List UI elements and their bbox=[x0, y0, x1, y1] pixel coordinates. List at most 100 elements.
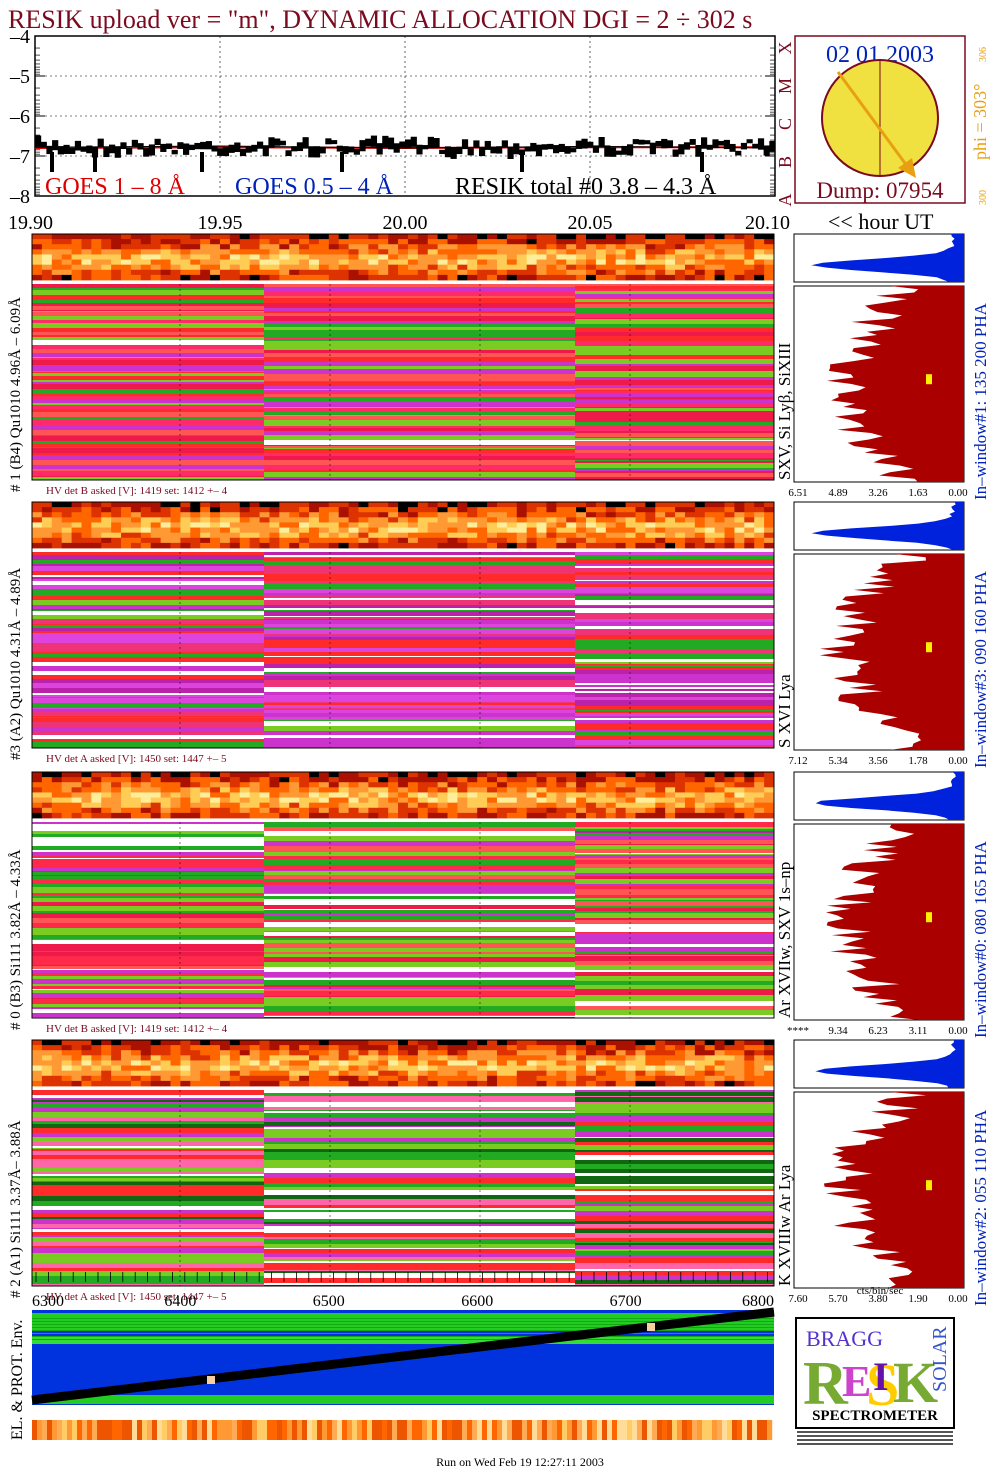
heat-cell bbox=[279, 234, 290, 240]
heat-cell bbox=[249, 797, 260, 804]
heat-cell bbox=[744, 782, 755, 788]
heat-cell bbox=[318, 517, 330, 523]
stripe bbox=[575, 575, 774, 580]
heat-cell bbox=[566, 507, 577, 513]
heat-cell bbox=[180, 249, 191, 255]
heat-cell bbox=[734, 787, 745, 793]
heat-cell bbox=[388, 1050, 399, 1056]
env-strip-cell bbox=[467, 1420, 473, 1440]
heat-cell bbox=[665, 512, 676, 518]
heat-cell bbox=[734, 527, 745, 534]
env-strip-cell bbox=[542, 1420, 548, 1440]
heat-cell bbox=[249, 502, 260, 508]
heat-cell bbox=[210, 1055, 221, 1061]
heat-cell bbox=[714, 239, 725, 245]
stripe bbox=[32, 1164, 264, 1168]
heat-cell bbox=[675, 772, 686, 778]
heat-cell bbox=[655, 1075, 666, 1082]
stripe bbox=[575, 649, 774, 654]
stripe bbox=[264, 685, 575, 687]
heat-cell bbox=[368, 507, 379, 513]
heat-cell bbox=[210, 259, 221, 266]
heat-cell bbox=[506, 502, 518, 508]
heat-cell bbox=[714, 532, 725, 539]
heat-cell bbox=[259, 812, 270, 819]
stripe bbox=[264, 575, 575, 579]
stripe bbox=[264, 710, 575, 713]
heat-cell bbox=[170, 269, 181, 276]
heat-cell bbox=[576, 797, 587, 804]
stripe bbox=[264, 920, 575, 922]
heat-cell bbox=[625, 254, 636, 260]
resik-spike bbox=[200, 152, 204, 172]
stripe bbox=[32, 1099, 264, 1100]
heat-cell bbox=[506, 522, 518, 528]
env-strip-cell bbox=[677, 1420, 683, 1440]
stripe bbox=[264, 940, 575, 943]
heat-cell bbox=[140, 812, 152, 819]
heat-cell bbox=[348, 787, 359, 793]
heat-cell bbox=[170, 1065, 181, 1072]
heat-cell bbox=[81, 274, 92, 281]
stripe bbox=[264, 1015, 575, 1016]
stripe bbox=[264, 865, 575, 870]
stripe bbox=[264, 619, 575, 620]
heat-cell bbox=[378, 269, 389, 276]
heat-cell bbox=[249, 522, 260, 528]
heat-cell bbox=[487, 1070, 498, 1077]
heat-cell bbox=[358, 249, 369, 255]
heat-cell bbox=[417, 532, 429, 539]
heat-cell bbox=[200, 772, 211, 778]
heat-cell bbox=[655, 259, 666, 266]
heat-cell bbox=[378, 517, 389, 523]
stripe bbox=[575, 385, 774, 386]
heat-cell bbox=[417, 522, 429, 528]
heat-cell bbox=[130, 532, 142, 539]
stripe bbox=[32, 436, 264, 441]
heat-cell bbox=[407, 1045, 419, 1051]
heat-cell bbox=[358, 517, 369, 523]
heat-cell bbox=[289, 777, 300, 783]
stripe bbox=[32, 739, 264, 741]
heat-cell bbox=[605, 792, 617, 798]
heat-cell bbox=[71, 782, 82, 788]
stripe bbox=[575, 555, 774, 556]
heat-cell bbox=[388, 1040, 399, 1046]
heat-cell bbox=[477, 542, 488, 549]
heat-cell bbox=[576, 522, 587, 528]
stripe bbox=[32, 380, 264, 382]
heat-cell bbox=[625, 522, 636, 528]
env-strip-cell bbox=[52, 1420, 58, 1440]
heat-cell bbox=[368, 1070, 379, 1077]
env-strip-cell bbox=[377, 1420, 383, 1440]
heat-cell bbox=[586, 527, 597, 534]
heat-cell bbox=[309, 792, 320, 798]
stripe bbox=[32, 370, 264, 371]
heat-cell bbox=[615, 1040, 626, 1046]
stripe bbox=[575, 646, 774, 649]
heat-cell bbox=[61, 249, 72, 255]
stripe bbox=[264, 1224, 575, 1226]
heat-cell bbox=[239, 254, 251, 260]
heat-cell bbox=[259, 512, 270, 518]
env-strip-cell bbox=[452, 1420, 458, 1440]
heat-cell bbox=[130, 502, 142, 508]
heat-cell bbox=[338, 259, 349, 266]
heat-cell bbox=[467, 517, 478, 523]
heat-cell bbox=[368, 522, 379, 528]
stripe bbox=[32, 735, 264, 739]
stripe bbox=[575, 587, 774, 592]
heat-cell bbox=[754, 1050, 765, 1056]
logo-letter-k: K bbox=[893, 1350, 938, 1415]
stripe bbox=[32, 288, 264, 290]
stripe bbox=[264, 334, 575, 337]
heat-cell bbox=[121, 527, 132, 534]
stripe bbox=[575, 422, 774, 426]
heat-cell bbox=[467, 1065, 478, 1072]
stripe bbox=[264, 1011, 575, 1015]
heat-cell bbox=[210, 797, 221, 804]
heat-cell bbox=[496, 812, 508, 819]
env-strip-cell bbox=[57, 1420, 63, 1440]
heat-cell bbox=[398, 772, 409, 778]
logo-letter-r: R bbox=[803, 1350, 849, 1418]
